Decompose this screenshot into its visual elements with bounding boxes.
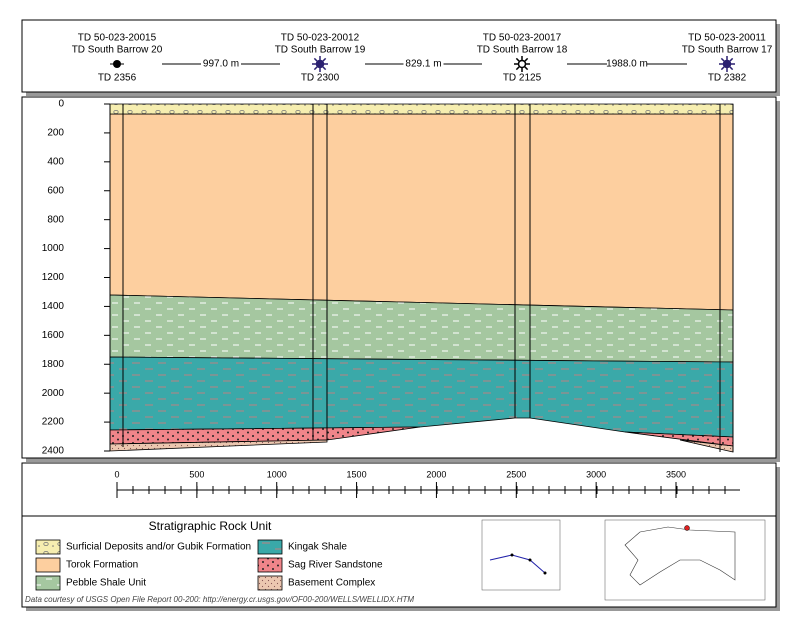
legend-swatch — [35, 575, 61, 591]
well-name: TD South Barrow 17 — [682, 45, 773, 56]
legend-swatch — [257, 557, 283, 573]
depth-tick-label: 1800 — [42, 359, 65, 370]
well-symbol-ray — [515, 66, 520, 71]
legend-label: Sag River Sandstone — [288, 560, 383, 571]
spacing-label: 829.1 m — [405, 59, 441, 70]
spacing-label: 997.0 m — [203, 59, 239, 70]
distance-tick-label: 2000 — [426, 469, 446, 479]
well-symbol-ray — [313, 57, 318, 62]
torok-layer — [109, 113, 734, 311]
well-symbol-ray — [524, 57, 529, 62]
well-td: TD 2125 — [503, 73, 542, 84]
legend-label: Kingak Shale — [288, 542, 347, 553]
legend-label: Torok Formation — [66, 560, 138, 571]
depth-tick-label: 2400 — [42, 446, 65, 457]
well-td: TD 2300 — [301, 73, 340, 84]
legend-label: Surficial Deposits and/or Gubik Formatio… — [66, 542, 251, 553]
distance-tick-label: 0 — [114, 469, 119, 479]
well-name: TD South Barrow 19 — [275, 45, 366, 56]
inset-chart — [481, 519, 561, 591]
legend-label: Pebble Shale Unit — [66, 578, 146, 589]
distance-tick-label: 1000 — [267, 469, 287, 479]
depth-tick-label: 600 — [47, 185, 64, 196]
inset-chart-point — [543, 571, 547, 575]
spacing-label-bg — [607, 58, 647, 70]
distance-tick-label: 1500 — [347, 469, 367, 479]
well-symbol-ray — [720, 57, 725, 62]
inset-chart-frame — [481, 519, 561, 591]
well-symbol — [110, 60, 124, 68]
well-td: TD 2356 — [98, 73, 137, 84]
legend-label: Basement Complex — [288, 578, 375, 589]
spacing-label-bg — [403, 58, 444, 70]
distance-tick-label: 500 — [189, 469, 204, 479]
distance-tick-label: 2500 — [506, 469, 526, 479]
well-symbol-body — [517, 59, 527, 69]
well-symbol-ray — [729, 57, 734, 62]
well-api: TD 50-023-20012 — [281, 33, 360, 44]
inset-chart-point — [528, 558, 532, 562]
well-symbol-ray — [524, 66, 529, 71]
spacing-label: 1988.0 m — [606, 59, 648, 70]
well-symbol-body — [315, 59, 325, 69]
well-symbol-body — [722, 59, 732, 69]
depth-tick-label: 0 — [58, 99, 64, 110]
legend-swatch — [257, 575, 283, 591]
section-layers — [109, 103, 734, 453]
surficial-layer — [109, 103, 734, 115]
legend-swatch — [35, 539, 61, 555]
legend-swatch — [35, 557, 61, 573]
legend-title: Stratigraphic Rock Unit — [149, 519, 272, 533]
distance-tick-label: 3500 — [666, 469, 686, 479]
depth-tick-label: 1600 — [42, 330, 65, 341]
well-symbol-ray — [322, 66, 327, 71]
credit: Data courtesy of USGS Open File Report 0… — [25, 595, 414, 604]
inset-map — [604, 519, 766, 601]
distance-tick-label: 3000 — [586, 469, 606, 479]
well-header-panel — [21, 19, 777, 93]
well-api: TD 50-023-20017 — [483, 33, 562, 44]
well-api: TD 50-023-20011 — [688, 33, 766, 44]
depth-tick-label: 1200 — [42, 272, 65, 283]
well-symbol-ray — [720, 66, 725, 71]
spacing-label-bg — [201, 58, 241, 70]
depth-tick-label: 800 — [47, 214, 64, 225]
depth-tick-label: 1000 — [42, 243, 65, 254]
kingak-layer — [109, 356, 734, 438]
depth-tick-label: 2000 — [42, 388, 65, 399]
depth-tick-label: 1400 — [42, 301, 65, 312]
well-symbol-ray — [322, 57, 327, 62]
well-symbol-ray — [515, 57, 520, 62]
well-api: TD 50-023-20015 — [78, 33, 157, 44]
inset-chart-point — [510, 553, 514, 557]
depth-tick-label: 2200 — [42, 417, 65, 428]
well-symbol — [514, 56, 530, 72]
inset-map-coast — [624, 526, 736, 586]
well-td: TD 2382 — [708, 73, 747, 84]
depth-tick-label: 400 — [47, 156, 64, 167]
well-symbol-ray — [313, 66, 318, 71]
inset-chart-line — [489, 554, 546, 574]
inset-map-location — [684, 525, 690, 531]
well-symbol-ray — [729, 66, 734, 71]
well-name: TD South Barrow 18 — [477, 45, 568, 56]
depth-tick-label: 200 — [47, 128, 64, 139]
well-name: TD South Barrow 20 — [72, 45, 163, 56]
well-symbol — [719, 56, 735, 72]
well-symbol — [312, 56, 328, 72]
legend-swatch — [257, 539, 283, 555]
